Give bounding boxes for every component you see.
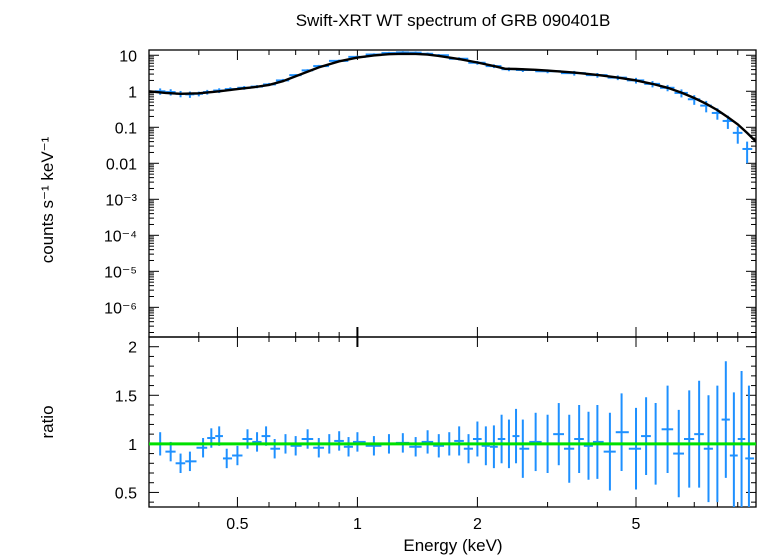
y-tick-label: 0.01: [106, 156, 137, 173]
chart-title: Swift-XRT WT spectrum of GRB 090401B: [296, 11, 611, 30]
ratio-panel: 0.5 1 2 5 0.5 1 1.5 2: [115, 327, 757, 533]
bottom-panel-ylabel: ratio: [38, 405, 57, 438]
ratio-y-tick-label: 1.5: [115, 388, 137, 405]
x-tick-label: 1: [353, 516, 362, 533]
bottom-panel-frame: [148, 336, 757, 508]
y-tick-label: 10⁻⁶: [104, 300, 137, 317]
top-panel-frame: [148, 49, 757, 338]
x-axis-title: Energy (keV): [403, 536, 502, 555]
ratio-y-tick-label: 0.5: [115, 485, 137, 502]
y-tick-label: 1: [128, 84, 137, 101]
top-panel-ylabel: counts s⁻¹ keV⁻¹: [38, 136, 57, 263]
x-tick-label: 5: [632, 516, 641, 533]
spectrum-data-points: [154, 51, 753, 164]
y-tick-label: 10⁻³: [105, 192, 137, 209]
x-tick-label: 0.5: [226, 516, 248, 533]
y-tick-label: 10⁻⁵: [104, 264, 137, 281]
y-tick-label: 10: [119, 48, 137, 65]
ratio-y-tick-label: 2: [128, 340, 137, 357]
x-tick-label: 2: [473, 516, 482, 533]
spectrum-panel: 10 1 0.1 0.01 10⁻³ 10⁻⁴ 10⁻⁵ 10⁻⁶: [104, 48, 757, 338]
model-curve: [149, 52, 756, 143]
y-tick-label: 10⁻⁴: [104, 228, 137, 245]
y-tick-label: 0.1: [115, 120, 137, 137]
ratio-data-points: [154, 361, 755, 507]
ratio-y-tick-label: 1: [128, 437, 137, 454]
